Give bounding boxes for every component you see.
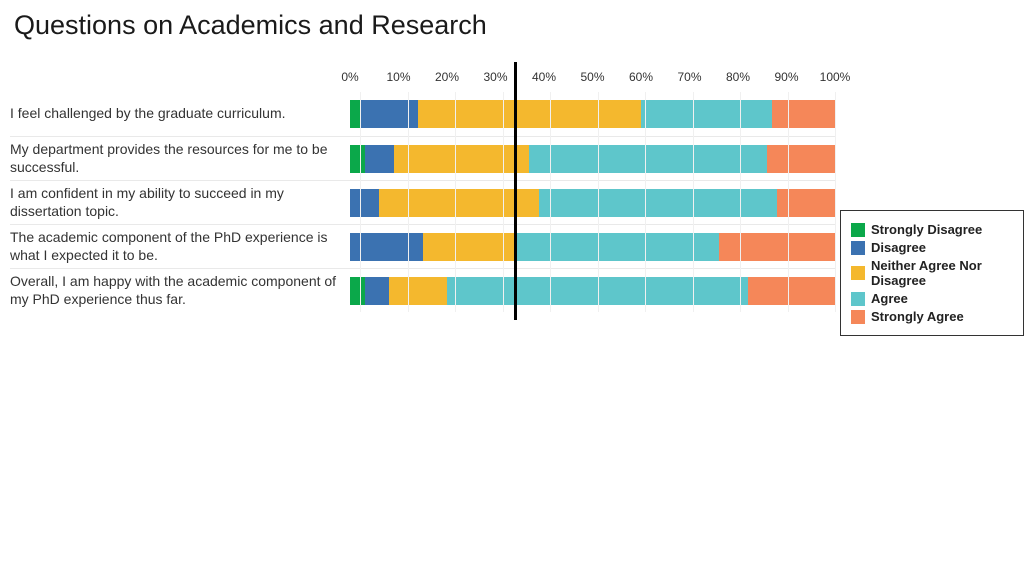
axis-tick: 80% xyxy=(726,70,750,84)
question-label: Overall, I am happy with the academic co… xyxy=(10,273,350,308)
bar-segment xyxy=(515,233,719,261)
bar-segment xyxy=(767,145,835,173)
axis-tick: 70% xyxy=(677,70,701,84)
legend-swatch xyxy=(851,266,865,280)
question-row: My department provides the resources for… xyxy=(10,136,835,180)
legend-label: Strongly Agree xyxy=(871,309,964,324)
bar-segment xyxy=(350,233,423,261)
bar-segment xyxy=(539,189,777,217)
bar-segment xyxy=(748,277,835,305)
legend-label: Agree xyxy=(871,291,908,306)
stacked-bar xyxy=(350,145,835,173)
legend-label: Strongly Disagree xyxy=(871,222,982,237)
axis-tick: 100% xyxy=(820,70,851,84)
stacked-bar xyxy=(350,277,835,305)
page-title: Questions on Academics and Research xyxy=(0,0,1024,41)
legend-item: Strongly Disagree xyxy=(851,222,1013,237)
axis-tick: 0% xyxy=(341,70,358,84)
bar-segment xyxy=(360,100,418,128)
bar-segment xyxy=(350,277,365,305)
question-label: The academic component of the PhD experi… xyxy=(10,229,350,264)
legend-swatch xyxy=(851,292,865,306)
bar-segment xyxy=(529,145,767,173)
axis-row: 0%10%20%30%40%50%60%70%80%90%100% xyxy=(10,70,835,92)
legend-label: Neither Agree Nor Disagree xyxy=(871,258,1013,288)
question-label: I am confident in my ability to succeed … xyxy=(10,185,350,220)
bar-segment xyxy=(389,277,447,305)
bar-area xyxy=(350,181,835,224)
bar-segment xyxy=(394,145,530,173)
bar-segment xyxy=(777,189,835,217)
axis-tick: 20% xyxy=(435,70,459,84)
stacked-bar xyxy=(350,100,835,128)
bar-segment xyxy=(418,100,641,128)
bar-segment xyxy=(719,233,835,261)
legend: Strongly Disagree Disagree Neither Agree N… xyxy=(840,210,1024,336)
legend-item: Neither Agree Nor Disagree xyxy=(851,258,1013,288)
question-row: Overall, I am happy with the academic co… xyxy=(10,268,835,312)
bar-segment xyxy=(772,100,835,128)
question-row: I am confident in my ability to succeed … xyxy=(10,180,835,224)
question-label: My department provides the resources for… xyxy=(10,141,350,176)
axis-tick: 40% xyxy=(532,70,556,84)
axis-tick: 90% xyxy=(774,70,798,84)
bar-area xyxy=(350,225,835,268)
bar-segment xyxy=(447,277,476,305)
axis-tick: 30% xyxy=(483,70,507,84)
axis-tick: 10% xyxy=(386,70,410,84)
question-label: I feel challenged by the graduate curric… xyxy=(10,105,350,123)
bar-segment xyxy=(365,277,389,305)
bar-segment xyxy=(350,145,365,173)
legend-item: Disagree xyxy=(851,240,1013,255)
divider-line xyxy=(514,62,517,320)
bar-area xyxy=(350,137,835,180)
stacked-bar xyxy=(350,233,835,261)
question-row: I feel challenged by the graduate curric… xyxy=(10,92,835,136)
bar-area xyxy=(350,269,835,312)
axis-tick: 50% xyxy=(580,70,604,84)
axis-labels: 0%10%20%30%40%50%60%70%80%90%100% xyxy=(350,70,835,92)
legend-item: Agree xyxy=(851,291,1013,306)
stacked-bar xyxy=(350,189,835,217)
bar-segment xyxy=(641,100,772,128)
bar-segment xyxy=(365,145,394,173)
likert-chart: 0%10%20%30%40%50%60%70%80%90%100% I feel… xyxy=(10,70,835,312)
bar-segment xyxy=(350,189,379,217)
legend-swatch xyxy=(851,223,865,237)
legend-swatch xyxy=(851,241,865,255)
legend-swatch xyxy=(851,310,865,324)
bar-segment xyxy=(423,233,515,261)
bar-area xyxy=(350,92,835,136)
question-row: The academic component of the PhD experi… xyxy=(10,224,835,268)
legend-item: Strongly Agree xyxy=(851,309,1013,324)
bar-segment xyxy=(350,100,360,128)
legend-label: Disagree xyxy=(871,240,926,255)
axis-tick: 60% xyxy=(629,70,653,84)
